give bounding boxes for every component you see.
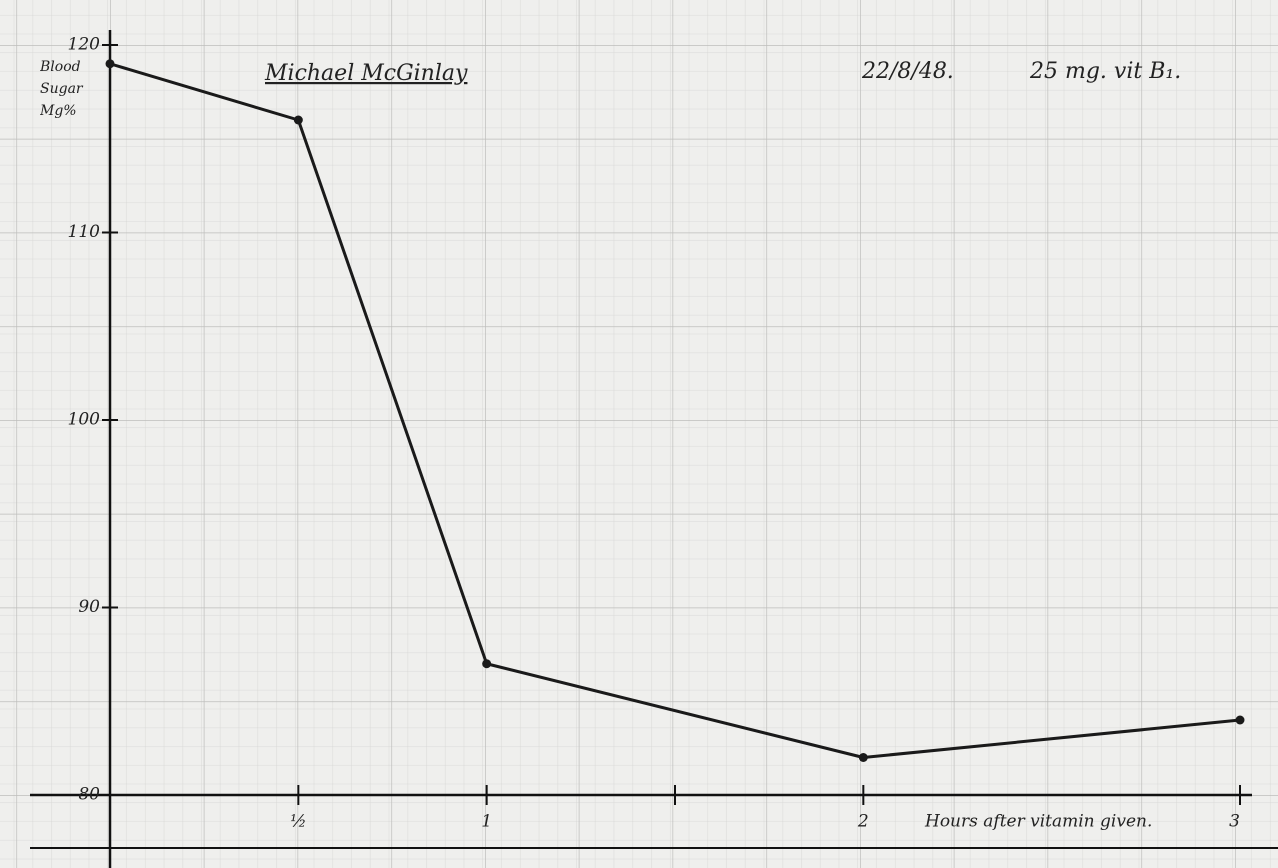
y-tick-label: 110 [68,222,101,242]
y-axis-label-box: Blood Sugar Mg% [40,59,83,119]
y-axis-label: Blood Sugar Mg% [40,59,83,119]
data-point [1235,715,1245,725]
data-point [858,753,868,762]
y-tick-label: 100 [68,410,101,430]
x-tick-label: 1 [481,812,492,832]
annotation: 22/8/48. [861,59,954,84]
chart-title: Michael McGinlay [264,61,468,86]
annotation: 25 mg. vit B₁. [1029,59,1181,84]
y-tick-label: 80 [78,785,100,805]
x-tick-label: ½ [290,812,306,832]
y-tick-label: 90 [78,597,100,617]
y-tick-label: 120 [68,35,101,55]
data-point [482,659,492,669]
x-tick-label: 2 [857,812,869,832]
data-point [293,115,303,125]
x-axis-label: Hours after vitamin given. [924,812,1152,832]
data-point [105,59,115,69]
x-tick-label: 3 [1229,812,1240,832]
